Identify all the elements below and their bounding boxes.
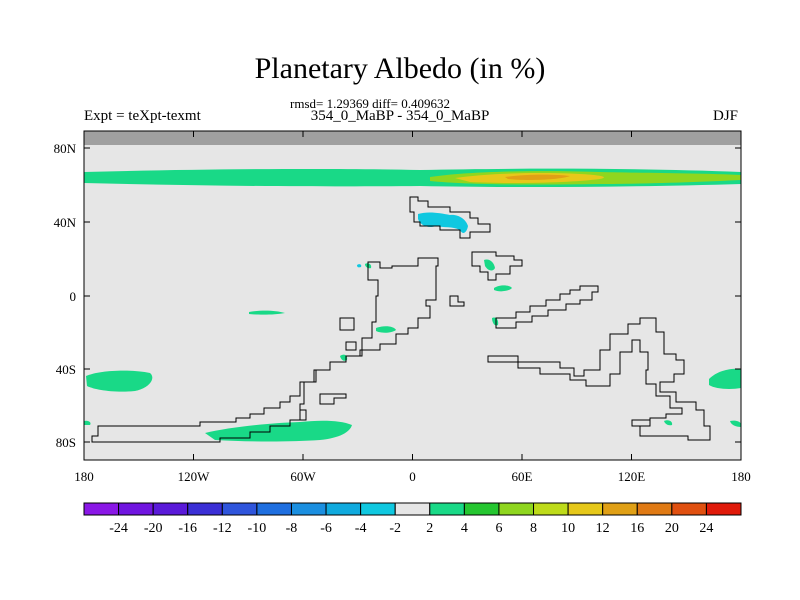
colorbar-label: 2 — [426, 521, 433, 536]
experiment-label: Expt = teXpt-texmt — [84, 108, 201, 124]
colorbar-label: 8 — [530, 521, 537, 536]
colorbar-box — [636, 502, 673, 516]
colorbar-box — [567, 502, 604, 516]
season-label: DJF — [712, 108, 738, 124]
colorbar-box — [290, 502, 327, 516]
x-tick-label: 120E — [618, 469, 646, 484]
anomaly-patch-arabia — [494, 285, 512, 292]
colorbar-label: 6 — [495, 521, 502, 536]
anomaly-patch-southeast — [709, 368, 741, 389]
anomaly-patch-south-america — [340, 354, 348, 361]
coastlines — [91, 196, 711, 443]
comparison-label: 354_0_MaBP - 354_0_MaBP — [310, 108, 490, 124]
y-tick-label: 40N — [54, 215, 77, 230]
colorbar-box — [83, 502, 120, 516]
anomaly-band-north-peak — [505, 174, 570, 180]
chart-title: Planetary Albedo (in %) — [254, 52, 546, 85]
colorbar-box — [671, 502, 707, 516]
y-tick-label: 40S — [56, 362, 76, 377]
x-tick-label: 0 — [409, 469, 416, 484]
colorbar-label: -16 — [178, 521, 197, 536]
anomaly-patch-small-2 — [357, 264, 362, 268]
colorbar-label: -2 — [389, 521, 401, 536]
colorbar-box — [705, 502, 742, 516]
colorbar-box — [533, 502, 569, 516]
colorbar-box — [256, 502, 292, 516]
colorbar-box — [325, 502, 362, 516]
colorbar-label: 10 — [561, 521, 575, 536]
colorbar-label: -4 — [355, 521, 367, 536]
x-tick-label: 180 — [731, 469, 751, 484]
colorbar-labels: -24 -20 -16 -12 -10 -8 -6 -4 -2 2 4 6 8 10 12 16 20 24 — [109, 521, 713, 536]
colorbar-box — [152, 502, 189, 516]
anomaly-patch-africa-ne — [484, 259, 495, 271]
colorbar-box — [429, 502, 465, 516]
colorbar-box — [394, 502, 431, 516]
anomaly-patch-europe — [418, 212, 468, 233]
x-tick-label: 60W — [290, 469, 316, 484]
x-tick-label: 120W — [178, 469, 211, 484]
colorbar-box — [602, 502, 638, 516]
colorbar-box — [463, 502, 500, 516]
missing-data-band — [84, 131, 741, 145]
colorbar-box — [498, 502, 535, 516]
y-axis: 80N 40N 0 40S 80S — [54, 141, 741, 450]
anomaly-patch-small-4 — [730, 420, 741, 427]
colorbar-label: -6 — [320, 521, 332, 536]
colorbar-box — [187, 502, 223, 516]
x-tick-label: 180 — [74, 469, 94, 484]
colorbar-label: -20 — [144, 521, 163, 536]
anomaly-patch-west-africa — [376, 326, 396, 333]
colorbar-label: 20 — [665, 521, 679, 536]
colorbar-label: 16 — [630, 521, 644, 536]
colorbar-label: 4 — [461, 521, 468, 536]
x-tick-label: 60E — [512, 469, 533, 484]
anomaly-patch-southwest — [86, 370, 153, 392]
x-axis: 180 120W 60W 0 60E 120E 180 — [74, 131, 751, 484]
y-tick-label: 80N — [54, 141, 77, 156]
y-tick-label: 80S — [56, 435, 76, 450]
colorbar-box — [360, 502, 396, 516]
anomaly-patch-atlantic — [249, 310, 285, 315]
anomaly-patch-eq-indian — [492, 317, 499, 326]
colorbar-box — [118, 502, 154, 516]
colorbar-label: -12 — [213, 521, 232, 536]
anomaly-patch-antarctic-peninsula — [205, 420, 352, 442]
anomaly-patch-small-5 — [84, 420, 91, 425]
colorbar-label: -8 — [286, 521, 298, 536]
y-tick-label: 0 — [70, 289, 77, 304]
colorbar-label: 12 — [596, 521, 610, 536]
colorbar-label: -24 — [109, 521, 128, 536]
anomaly-patch-small-3 — [664, 420, 673, 426]
colorbar-label: 24 — [699, 521, 713, 536]
colorbar-box — [221, 502, 258, 516]
colorbar-boxes — [83, 502, 742, 516]
stats-text: rmsd= 1.29369 diff= 0.409632 — [290, 96, 450, 111]
colorbar-label: -10 — [248, 521, 267, 536]
